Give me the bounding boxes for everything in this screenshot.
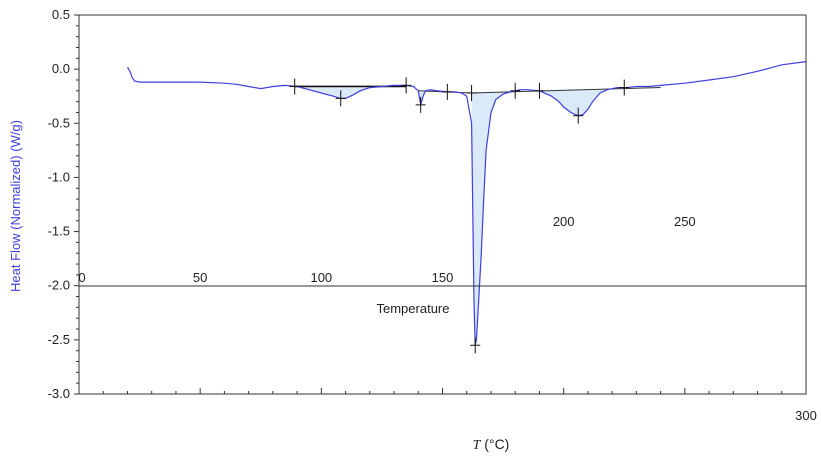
x-tick-label: 100 xyxy=(310,270,332,285)
x-axis-symbol: T xyxy=(473,438,482,453)
x-tick-label: 250 xyxy=(674,214,696,229)
x-tick-label: 300 xyxy=(795,408,817,423)
x-axis-unit: (°C) xyxy=(480,436,509,452)
peak-fill-areas xyxy=(294,85,627,346)
y-tick-label: -0.5 xyxy=(48,115,70,130)
x-axis-label: T (°C) xyxy=(473,436,510,453)
heat-flow-curve xyxy=(126,61,807,346)
y-axis-ticks: 0.5 0.0 -0.5 -1.0 -1.5 -2.0 -2.5 -3.0 xyxy=(48,7,79,401)
inner-temperature-label: Temperature xyxy=(377,301,450,316)
x-tick-label: 150 xyxy=(432,270,454,285)
peak-fill xyxy=(471,90,516,346)
y-tick-label: 0.5 xyxy=(52,7,70,22)
y-tick-label: -2.0 xyxy=(48,278,70,293)
plot-frame xyxy=(78,14,807,395)
peak-fill xyxy=(294,85,407,99)
y-tick-label: 0.0 xyxy=(52,61,70,76)
baseline-segment xyxy=(471,87,661,94)
y-tick-label: -1.5 xyxy=(48,224,70,239)
peak-fill xyxy=(539,87,627,116)
y-tick-label: -1.0 xyxy=(48,169,70,184)
y-tick-label: -3.0 xyxy=(48,386,70,401)
y-tick-label: -2.5 xyxy=(48,332,70,347)
x-tick-label: 0 xyxy=(78,270,85,285)
y-axis-label: Heat Flow (Normalized) (W/g) xyxy=(8,120,23,292)
x-tick-label: 50 xyxy=(193,270,207,285)
x-axis-ticks: 0 50 100 150 200 250 300 xyxy=(78,214,816,423)
plot-area xyxy=(126,61,807,354)
x-tick-label: 200 xyxy=(553,214,575,229)
peak-markers xyxy=(289,77,630,354)
